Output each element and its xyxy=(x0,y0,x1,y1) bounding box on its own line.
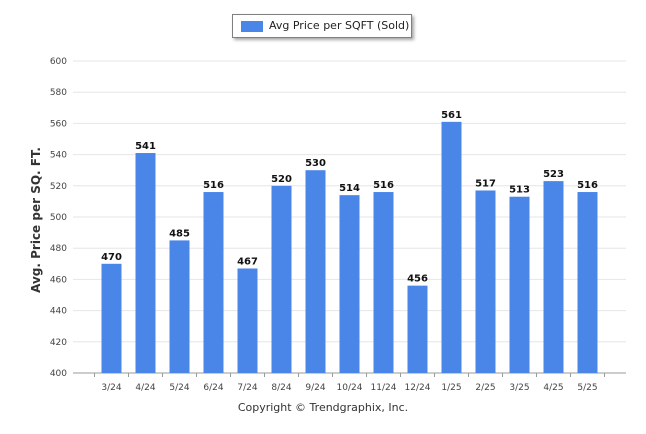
data-label: 514 xyxy=(339,183,360,194)
x-tick-label: 9/24 xyxy=(305,383,325,393)
data-label: 485 xyxy=(169,228,190,239)
data-label: 520 xyxy=(271,174,292,185)
data-label: 467 xyxy=(237,256,258,267)
x-tick-label: 8/24 xyxy=(271,383,291,393)
data-label: 516 xyxy=(203,180,224,191)
y-tick-label: 500 xyxy=(50,213,67,223)
bar xyxy=(441,121,462,373)
data-labels: 470 541 485 516 467 520 530 514 516 456 561 517 513 5… xyxy=(101,110,598,285)
x-tick-label: 7/24 xyxy=(237,383,257,393)
y-axis-ticks: 400 420 440 460 480 500 520 540 560 580 600 xyxy=(50,57,67,379)
data-label: 530 xyxy=(305,158,326,169)
x-tick-label: 2/25 xyxy=(475,383,495,393)
bar xyxy=(169,240,190,373)
x-tick-label: 12/24 xyxy=(405,383,431,393)
legend-swatch xyxy=(241,21,263,32)
x-tick-label: 5/24 xyxy=(169,383,189,393)
y-tick-label: 600 xyxy=(50,57,67,67)
y-tick-label: 580 xyxy=(50,88,67,98)
legend-label: Avg Price per SQFT (Sold) xyxy=(269,19,410,32)
bar xyxy=(203,192,224,373)
data-label: 456 xyxy=(407,274,428,285)
y-tick-label: 440 xyxy=(50,307,67,317)
data-label: 517 xyxy=(475,178,496,189)
data-label: 541 xyxy=(135,141,156,152)
bar xyxy=(475,190,496,373)
bar xyxy=(407,285,428,373)
y-tick-label: 480 xyxy=(50,244,67,254)
y-tick-label: 560 xyxy=(50,119,67,129)
bar xyxy=(339,195,360,373)
x-tick-label: 4/24 xyxy=(135,383,155,393)
data-label: 523 xyxy=(543,169,564,180)
bar xyxy=(509,196,530,373)
y-tick-label: 400 xyxy=(50,369,67,379)
y-tick-label: 520 xyxy=(50,182,67,192)
x-tick-label: 11/24 xyxy=(371,383,397,393)
data-label: 513 xyxy=(509,185,530,196)
x-tick-label: 6/24 xyxy=(203,383,223,393)
y-tick-label: 540 xyxy=(50,151,67,161)
copyright-footer: Copyright © Trendgraphix, Inc. xyxy=(237,401,409,414)
bar-series xyxy=(101,121,598,373)
x-tick-label: 10/24 xyxy=(337,383,363,393)
bar xyxy=(135,153,156,373)
x-tick-label: 4/25 xyxy=(543,383,563,393)
bar xyxy=(305,170,326,373)
y-axis-label: Avg. Price per SQ. FT. xyxy=(29,147,43,293)
legend: Avg Price per SQFT (Sold) xyxy=(232,14,412,38)
x-tick-label: 1/25 xyxy=(441,383,461,393)
data-label: 561 xyxy=(441,110,462,121)
data-label: 470 xyxy=(101,252,122,263)
x-tick-label: 3/25 xyxy=(509,383,529,393)
y-tick-label: 460 xyxy=(50,275,67,285)
bar xyxy=(373,192,394,373)
x-tick-label: 3/24 xyxy=(101,383,121,393)
y-tick-label: 420 xyxy=(50,338,67,348)
data-label: 516 xyxy=(577,180,598,191)
data-label: 516 xyxy=(373,180,394,191)
bar xyxy=(271,185,292,373)
bar xyxy=(101,263,122,373)
x-tick-label: 5/25 xyxy=(577,383,597,393)
x-axis-ticks: 3/24 4/24 5/24 6/24 7/24 8/24 9/24 10/24 11/24 12… xyxy=(94,373,605,393)
bar xyxy=(577,192,598,373)
bar xyxy=(543,181,564,373)
bar xyxy=(237,268,258,373)
